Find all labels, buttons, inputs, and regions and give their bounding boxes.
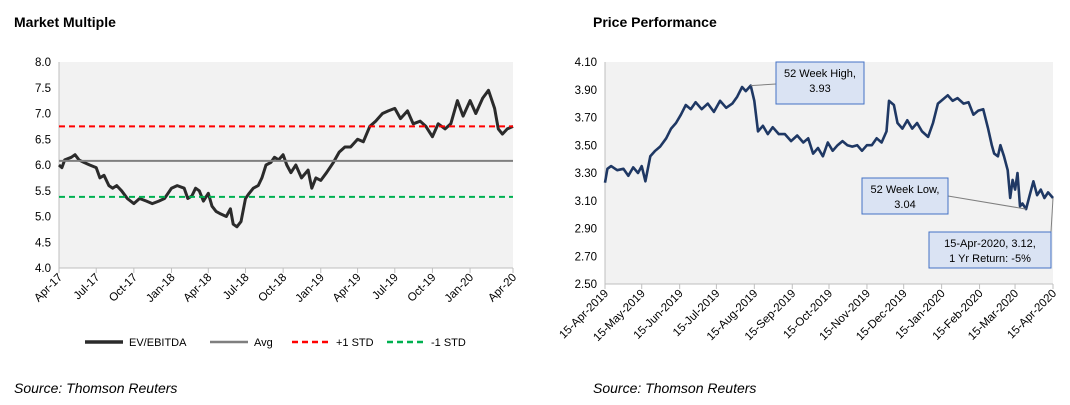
annotation-leader bbox=[750, 83, 777, 87]
annotation-box bbox=[861, 177, 949, 215]
price-y-tick-label: 3.50 bbox=[575, 140, 597, 152]
price-performance-source: Source: Thomson Reuters bbox=[593, 380, 757, 396]
annotation-leader bbox=[1050, 197, 1054, 233]
market-multiple-title: Market Multiple bbox=[14, 14, 116, 30]
multiple-y-tick-label: 4.5 bbox=[35, 237, 51, 249]
multiple-y-tick-label: 7.0 bbox=[35, 109, 51, 121]
annotation-box bbox=[775, 61, 865, 105]
multiple-y-tick-label: 5.0 bbox=[35, 212, 51, 224]
multiple-y-tick-label: 5.5 bbox=[35, 186, 51, 198]
multiple-y-tick-label: 8.0 bbox=[35, 57, 51, 69]
price-y-tick-label: 3.30 bbox=[575, 168, 597, 180]
legend-label: EV/EBITDA bbox=[129, 337, 187, 349]
multiple-y-tick-label: 7.5 bbox=[35, 83, 51, 95]
annotation-text: 52 Week Low, bbox=[871, 184, 940, 196]
legend-label: Avg bbox=[254, 337, 273, 349]
price-y-tick-label: 3.90 bbox=[575, 85, 597, 97]
annotation-box bbox=[928, 231, 1052, 269]
price-y-tick-label: 4.10 bbox=[575, 57, 597, 69]
price-y-tick-label: 3.70 bbox=[575, 113, 597, 125]
annotation-text: 3.93 bbox=[809, 83, 830, 95]
price-series-line-0 bbox=[603, 84, 1054, 211]
multiple-y-tick-label: 6.0 bbox=[35, 160, 51, 172]
multiple-y-tick-label: 4.0 bbox=[35, 263, 51, 275]
annotation-text: 3.04 bbox=[894, 199, 915, 211]
legend-label: -1 STD bbox=[431, 337, 466, 349]
multiple-y-tick-label: 6.5 bbox=[35, 134, 51, 146]
price-y-tick-label: 2.90 bbox=[575, 224, 597, 236]
annotation-text: 15-Apr-2020, 3.12, bbox=[944, 238, 1036, 250]
multiple-series-line-0 bbox=[57, 88, 514, 229]
price-y-tick-label: 2.50 bbox=[575, 279, 597, 291]
price-performance-title: Price Performance bbox=[593, 14, 717, 30]
annotation-text: 1 Yr Return: -5% bbox=[949, 253, 1031, 265]
legend-label: +1 STD bbox=[336, 337, 374, 349]
price-y-tick-label: 3.10 bbox=[575, 196, 597, 208]
market-multiple-source: Source: Thomson Reuters bbox=[14, 380, 178, 396]
annotation-leader bbox=[947, 195, 1027, 210]
annotation-text: 52 Week High, bbox=[784, 68, 856, 80]
price-y-tick-label: 2.70 bbox=[575, 251, 597, 263]
